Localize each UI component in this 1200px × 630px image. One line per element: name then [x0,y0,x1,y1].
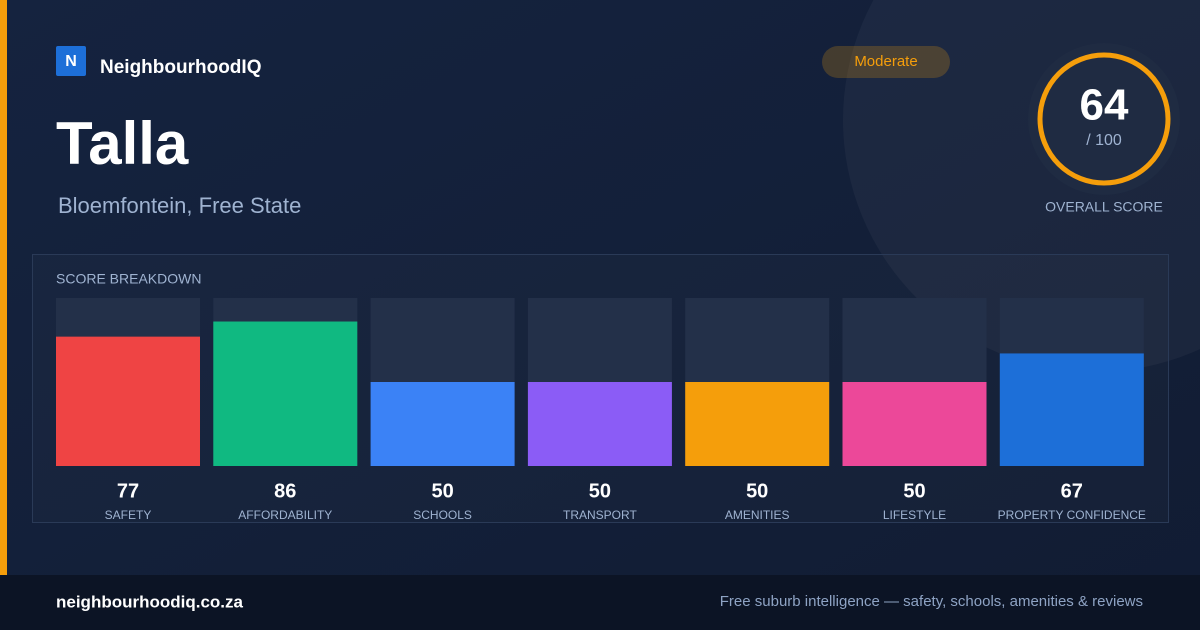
category-label: TRANSPORT [563,508,637,522]
value-label: 50 [746,480,768,502]
bar [213,321,358,466]
gauge-ring [1037,52,1171,186]
badge [822,46,950,78]
overall-max: / 100 [1086,132,1122,149]
value-label: 50 [431,480,453,502]
accent-strip [0,0,7,575]
footer [0,575,1200,630]
bar [56,336,200,466]
badge-text: Moderate [854,53,917,70]
suburb-title: Talla [56,110,189,177]
category-label: SAFETY [105,508,152,522]
gauge-bg [1028,43,1180,195]
category-label: LIFESTYLE [883,508,946,522]
breakdown-panel [32,254,1169,523]
location: Bloemfontein, Free State [58,193,301,218]
category-label: SCHOOLS [413,508,472,522]
overall-score: 64 [1080,81,1129,130]
footer-site: neighbourhoodiq.co.za [56,592,244,611]
category-label: PROPERTY CONFIDENCE [998,508,1146,522]
bar-chart: 77 SAFETY 86 AFFORDABILITY 50 SCHOOLS 50 TRANSP… [56,298,1146,522]
value-label: 50 [903,480,925,502]
footer-tagline: Free suburb intelligence — safety, schoo… [720,593,1143,610]
breakdown-title: SCORE BREAKDOWN [56,271,201,287]
overall-label: OVERALL SCORE [1045,199,1163,215]
bar [999,353,1144,466]
value-label: 86 [274,480,296,502]
bar [370,382,515,466]
bar [527,382,672,466]
value-label: 50 [589,480,611,502]
value-label: 67 [1061,480,1083,502]
logo [56,46,86,76]
bar [842,382,987,466]
brand-name: NeighbourhoodIQ [100,57,261,78]
bar [685,382,830,466]
category-label: AMENITIES [725,508,790,522]
category-label: AFFORDABILITY [238,508,332,522]
logo-letter: N [65,53,77,70]
value-label: 77 [117,480,139,502]
